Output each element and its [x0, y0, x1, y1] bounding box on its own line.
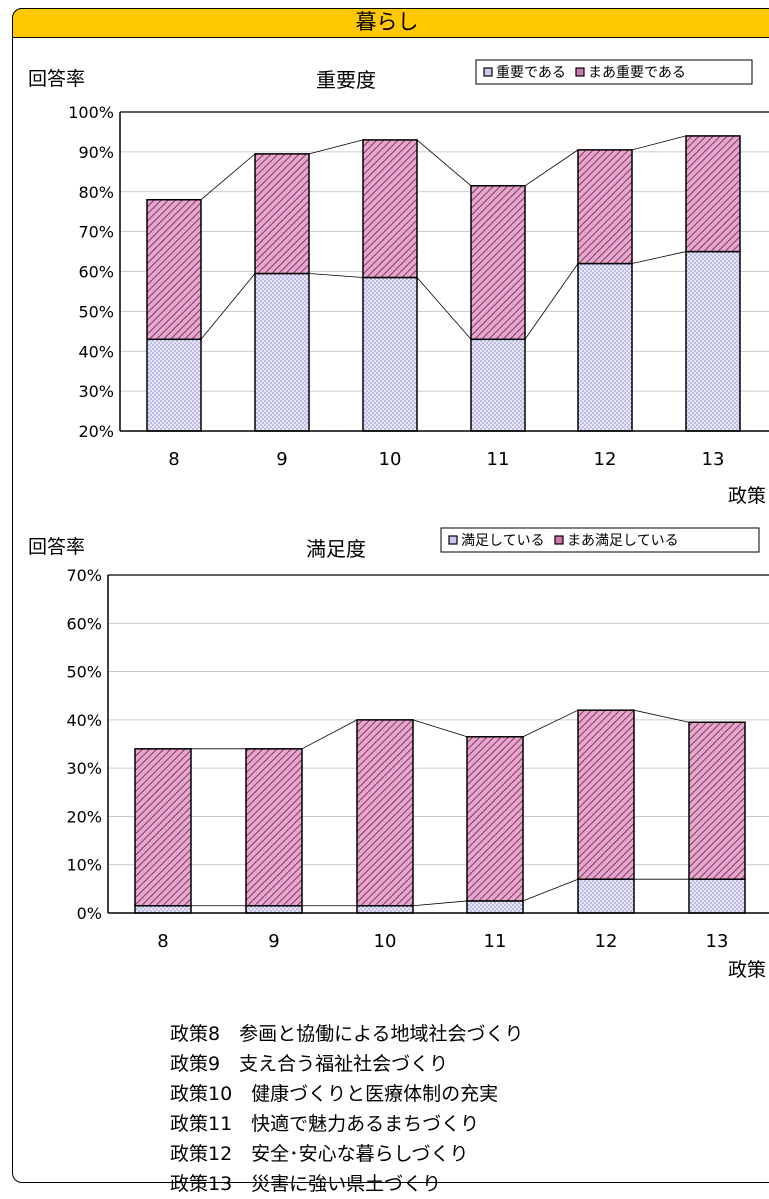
legend-box	[475, 59, 753, 85]
policy-item: 政策8 参画と協働による地域社会づくり	[170, 1023, 524, 1045]
bar-segment-secondary	[254, 153, 310, 275]
series-connector-line	[308, 139, 364, 155]
y-tick-label: 20%	[66, 807, 102, 826]
y-tick-label: 80%	[78, 183, 114, 202]
series-connector-line	[522, 709, 579, 738]
policy-item: 政策10 健康づくりと医療体制の充実	[170, 1083, 499, 1105]
bar-segment-secondary	[688, 721, 746, 880]
x-tick-label: 8	[168, 449, 179, 470]
bar-segment-primary	[245, 905, 303, 914]
x-tick-label: 11	[484, 931, 507, 952]
y-tick-label: 30%	[66, 759, 102, 778]
series-connector-line	[524, 149, 579, 187]
policy-item: 政策11 快適で魅力あるまちづくり	[170, 1113, 480, 1135]
x-axis-label: 政策	[728, 959, 766, 981]
series-connector-line	[416, 139, 472, 187]
series-connector-line	[200, 273, 256, 340]
x-tick-label: 10	[379, 449, 402, 470]
x-tick-label: 11	[487, 449, 510, 470]
bar-segment-primary	[688, 878, 746, 914]
bar-segment-primary	[470, 338, 526, 432]
x-tick-label: 12	[595, 931, 618, 952]
legend-label: 重要である	[496, 65, 566, 81]
bar-segment-primary	[577, 262, 633, 432]
policy-item: 政策9 支え合う福祉社会づくり	[170, 1053, 449, 1075]
bar-segment-primary	[356, 905, 414, 914]
bar-segment-primary	[466, 900, 524, 914]
legend-box	[440, 527, 760, 553]
series-connector-line	[412, 900, 468, 907]
bar-segment-secondary	[146, 198, 202, 341]
y-tick-label: 50%	[78, 302, 114, 321]
legend-swatch	[448, 535, 458, 545]
bar-segment-secondary	[356, 719, 414, 907]
bar-segment-primary	[577, 878, 635, 914]
y-axis-label: 回答率	[28, 536, 85, 558]
y-tick-label: 0%	[77, 904, 102, 923]
chart-title: 重要度	[316, 68, 376, 92]
bar-segment-primary	[685, 250, 741, 432]
bar-segment-secondary	[685, 135, 741, 253]
series-connector-line	[416, 277, 472, 340]
bar-segment-primary	[146, 338, 202, 432]
legend-label: 満足している	[461, 533, 545, 549]
series-connector-line	[524, 263, 579, 340]
y-tick-label: 30%	[78, 382, 114, 401]
x-axis-label: 政策	[728, 485, 766, 507]
series-connector-line	[200, 153, 256, 201]
series-connector-line	[633, 709, 690, 723]
bar-segment-secondary	[577, 709, 635, 880]
y-tick-label: 40%	[66, 711, 102, 730]
y-tick-label: 90%	[78, 143, 114, 162]
y-tick-label: 20%	[78, 422, 114, 441]
series-connector-line	[631, 251, 687, 264]
x-tick-label: 12	[594, 449, 617, 470]
policy-item: 政策12 安全･安心な暮らしづくり	[170, 1143, 469, 1165]
banner-title: 暮らし	[12, 8, 769, 38]
y-axis-label: 回答率	[28, 68, 85, 90]
bar-segment-secondary	[466, 736, 524, 902]
y-tick-label: 40%	[78, 342, 114, 361]
legend-label: まあ満足している	[567, 533, 679, 549]
bar-segment-secondary	[362, 139, 418, 279]
x-tick-label: 9	[276, 449, 287, 470]
legend-swatch	[483, 67, 493, 77]
bar-segment-secondary	[577, 149, 633, 265]
y-tick-label: 60%	[66, 614, 102, 633]
y-tick-label: 100%	[68, 103, 114, 122]
x-tick-label: 13	[706, 931, 729, 952]
series-connector-line	[412, 719, 468, 738]
x-tick-label: 10	[374, 931, 397, 952]
legend-swatch	[575, 67, 585, 77]
y-tick-label: 50%	[66, 663, 102, 682]
series-connector-line	[301, 719, 358, 750]
policy-item: 政策13 災害に強い県土づくり	[170, 1173, 442, 1195]
bar-segment-primary	[134, 905, 192, 914]
series-connector-line	[631, 135, 687, 151]
bar-segment-secondary	[470, 185, 526, 341]
bar-segment-secondary	[134, 748, 192, 907]
chart-title: 満足度	[306, 537, 366, 561]
y-tick-label: 10%	[66, 856, 102, 875]
y-tick-label: 70%	[66, 566, 102, 585]
x-tick-label: 8	[157, 931, 168, 952]
x-tick-label: 13	[702, 449, 725, 470]
bar-segment-primary	[254, 272, 310, 432]
legend-swatch	[554, 535, 564, 545]
y-tick-label: 70%	[78, 223, 114, 242]
bar-segment-primary	[362, 276, 418, 432]
bar-segment-secondary	[245, 748, 303, 907]
x-tick-label: 9	[268, 931, 279, 952]
y-tick-label: 60%	[78, 263, 114, 282]
legend-label: まあ重要である	[588, 65, 686, 81]
series-connector-line	[308, 273, 364, 278]
policy-list: 政策8 参画と協働による地域社会づくり 政策9 支え合う福祉社会づくり 政策10…	[170, 1019, 524, 1199]
series-connector-line	[522, 878, 579, 902]
